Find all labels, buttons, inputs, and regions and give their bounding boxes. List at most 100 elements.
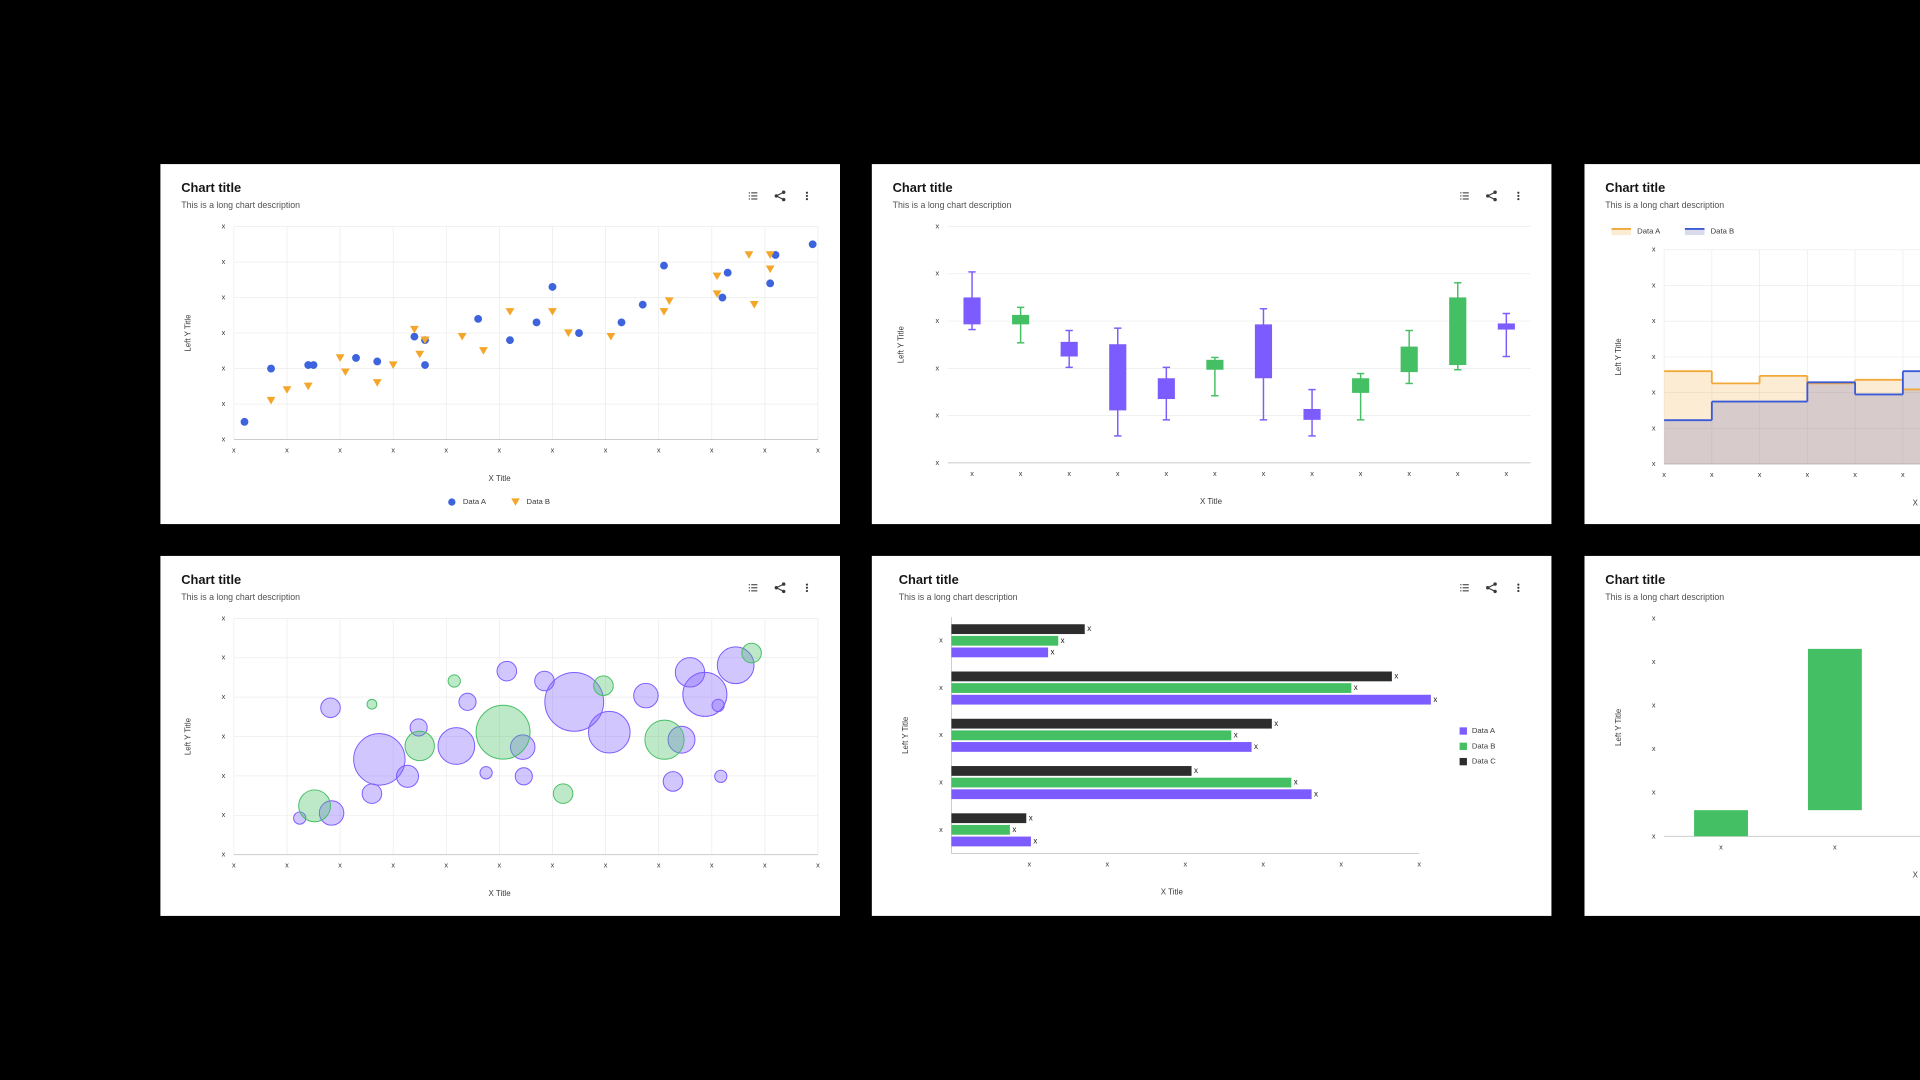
bar	[951, 730, 1232, 741]
x-tick-label: x	[551, 861, 555, 870]
x-tick-label: x	[232, 861, 236, 870]
icon-more[interactable]	[1517, 583, 1520, 593]
icon-more[interactable]	[1517, 191, 1520, 201]
y-tick-label: x	[222, 771, 226, 780]
value-label: x	[1234, 730, 1238, 739]
scatter-point	[749, 300, 759, 309]
bubble	[320, 697, 341, 719]
bubble	[318, 800, 345, 826]
icon-list[interactable]	[1460, 192, 1469, 200]
x-tick-label: x	[1806, 470, 1810, 479]
icon-more[interactable]	[805, 191, 809, 201]
value-label: x	[1194, 766, 1198, 775]
scatter-point	[372, 379, 382, 387]
box	[1303, 408, 1321, 420]
icon-part	[748, 584, 750, 586]
bubble	[662, 771, 684, 792]
x-tick-label: x	[1901, 470, 1905, 479]
y-tick-label: x	[936, 363, 940, 372]
x-tick-label: x	[1359, 469, 1363, 478]
box	[963, 297, 981, 325]
x-tick-label: x	[710, 861, 714, 870]
icon-part	[774, 586, 779, 590]
bubble	[447, 674, 461, 688]
x-tick-label: x	[285, 861, 289, 870]
value-label: x	[1051, 648, 1055, 657]
scatter-point	[664, 297, 674, 306]
y-tick-label: x	[222, 810, 226, 819]
y-tick-label: x	[1652, 352, 1656, 361]
icon-list[interactable]	[748, 192, 758, 200]
scatter-point	[723, 268, 732, 277]
y-tick-label: x	[1652, 423, 1656, 432]
x-tick-label: x	[1116, 469, 1120, 478]
bubble	[475, 704, 531, 760]
bar	[951, 824, 1010, 835]
bubble	[496, 660, 518, 682]
icon-share[interactable]	[774, 190, 786, 202]
x-tick-label: x	[1019, 469, 1023, 478]
x-axis-title: X Title	[1913, 871, 1920, 880]
icon-part	[805, 583, 809, 586]
scatter-point	[410, 332, 419, 341]
value-label: x	[1012, 825, 1016, 834]
bar	[951, 683, 1352, 693]
y-tick-label: x	[222, 613, 226, 622]
scatter-point	[660, 261, 668, 270]
box	[1254, 324, 1273, 379]
x-tick-label: x	[444, 446, 448, 455]
y-tick-label: x	[222, 364, 226, 373]
bubble	[633, 682, 659, 709]
x-tick-label: x	[763, 861, 767, 870]
x-axis-title: X Title	[489, 474, 512, 483]
legend-label: Data A	[1472, 726, 1496, 735]
icon-share[interactable]	[774, 582, 786, 594]
y-tick-label: x	[222, 435, 226, 444]
y-tick-label: x	[1652, 316, 1656, 325]
icon-part	[1460, 198, 1462, 200]
icon-part	[1462, 195, 1469, 197]
x-tick-label: x	[1417, 859, 1421, 868]
x-tick-label: x	[1662, 470, 1666, 479]
bubble	[479, 766, 493, 780]
icon-share[interactable]	[1486, 582, 1497, 594]
x-tick-label: x	[763, 446, 767, 455]
bubble	[711, 698, 725, 713]
scatter-point	[388, 361, 398, 369]
legend-label: Data A	[1637, 226, 1661, 235]
icon-part	[1462, 584, 1469, 586]
icon-more[interactable]	[805, 583, 809, 593]
icon-list[interactable]	[1460, 584, 1469, 592]
scatter-point	[575, 329, 583, 337]
icon-list[interactable]	[748, 584, 758, 592]
x-tick-label: x	[1339, 859, 1343, 868]
icon-share[interactable]	[1486, 190, 1497, 202]
bubble	[682, 671, 728, 717]
scatter-point	[606, 332, 616, 341]
y-tick-label: x	[936, 269, 940, 278]
chart-subtitle: This is a long chart description	[1605, 592, 1724, 602]
box	[1400, 346, 1418, 373]
legend-marker	[1459, 727, 1467, 735]
card-background	[160, 555, 841, 916]
chart-card: Chart title This is a long chart descript…	[1584, 555, 1920, 916]
scatter-point	[415, 350, 425, 359]
bar	[951, 635, 1059, 646]
step-area	[1855, 394, 1903, 465]
scatter-point	[808, 240, 817, 249]
x-tick-label: x	[1504, 469, 1508, 478]
bubble	[714, 769, 728, 783]
icon-part	[781, 582, 786, 586]
scatter-point	[638, 300, 647, 309]
scatter-point	[352, 353, 360, 362]
chart-subtitle: This is a long chart description	[1605, 200, 1724, 210]
y-tick-label: x	[1652, 388, 1656, 397]
x-axis-title: X Title	[1913, 498, 1920, 507]
y-tick-label: x	[1652, 744, 1656, 753]
bubble	[667, 725, 696, 754]
chart-title: Chart title	[1605, 572, 1665, 587]
y-tick-label: x	[939, 683, 943, 692]
y-tick-label: x	[1652, 788, 1656, 797]
waterfall-bar	[1807, 648, 1862, 811]
